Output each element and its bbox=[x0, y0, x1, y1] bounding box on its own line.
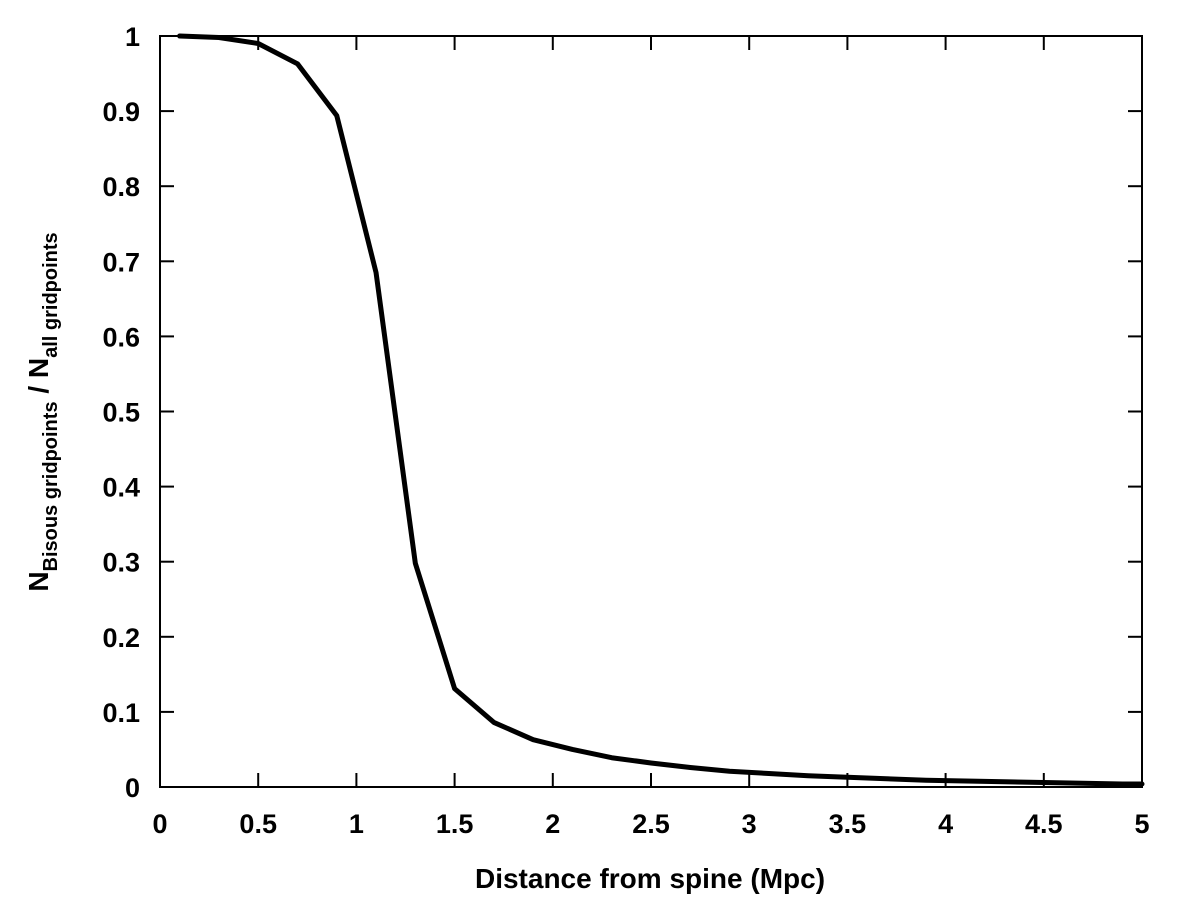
y-tick-label: 0.4 bbox=[102, 473, 140, 503]
x-tick-label: 3 bbox=[742, 809, 757, 839]
x-tick-label: 2.5 bbox=[632, 809, 670, 839]
y-tick-label: 0.7 bbox=[102, 247, 140, 277]
y-tick-label: 0.1 bbox=[102, 698, 140, 728]
y-axis-title: NBisous gridpoints / Nall gridpoints bbox=[23, 232, 62, 591]
series-line bbox=[177, 33, 1145, 787]
x-tick-label: 0 bbox=[152, 809, 167, 839]
y-axis-title-sub1: Bisous gridpoints bbox=[40, 401, 62, 571]
y-axis-title-mid: / N bbox=[23, 358, 54, 402]
axis-ticks bbox=[159, 35, 1143, 788]
y-axis-title-n1: N bbox=[23, 571, 54, 591]
y-tick-label: 0.6 bbox=[102, 322, 140, 352]
y-axis-title-sub2: all gridpoints bbox=[40, 232, 62, 358]
x-tick-label: 1.5 bbox=[436, 809, 474, 839]
x-tick-label: 0.5 bbox=[239, 809, 277, 839]
x-tick-label: 3.5 bbox=[829, 809, 867, 839]
y-tick-label: 0.2 bbox=[102, 623, 140, 653]
y-tick-label: 0.3 bbox=[102, 548, 140, 578]
y-tick-label: 0.9 bbox=[102, 97, 140, 127]
x-axis-title: Distance from spine (Mpc) bbox=[475, 863, 825, 894]
x-tick-label: 2 bbox=[545, 809, 560, 839]
x-tick-label: 1 bbox=[349, 809, 364, 839]
x-tick-label: 5 bbox=[1134, 809, 1149, 839]
plot-frame bbox=[159, 35, 1143, 788]
y-tick-label: 1 bbox=[125, 22, 140, 52]
y-tick-label: 0 bbox=[125, 773, 140, 803]
y-tick-label: 0.5 bbox=[102, 398, 140, 428]
x-tick-label: 4.5 bbox=[1025, 809, 1063, 839]
y-tick-label: 0.8 bbox=[102, 172, 140, 202]
tick-labels: 0 0.5 1 1.5 2 2.5 3 3.5 4 4.5 5 0 0.1 0.2 0.3 0.4 0.5 0.6… bbox=[102, 22, 1149, 839]
x-tick-label: 4 bbox=[938, 809, 953, 839]
